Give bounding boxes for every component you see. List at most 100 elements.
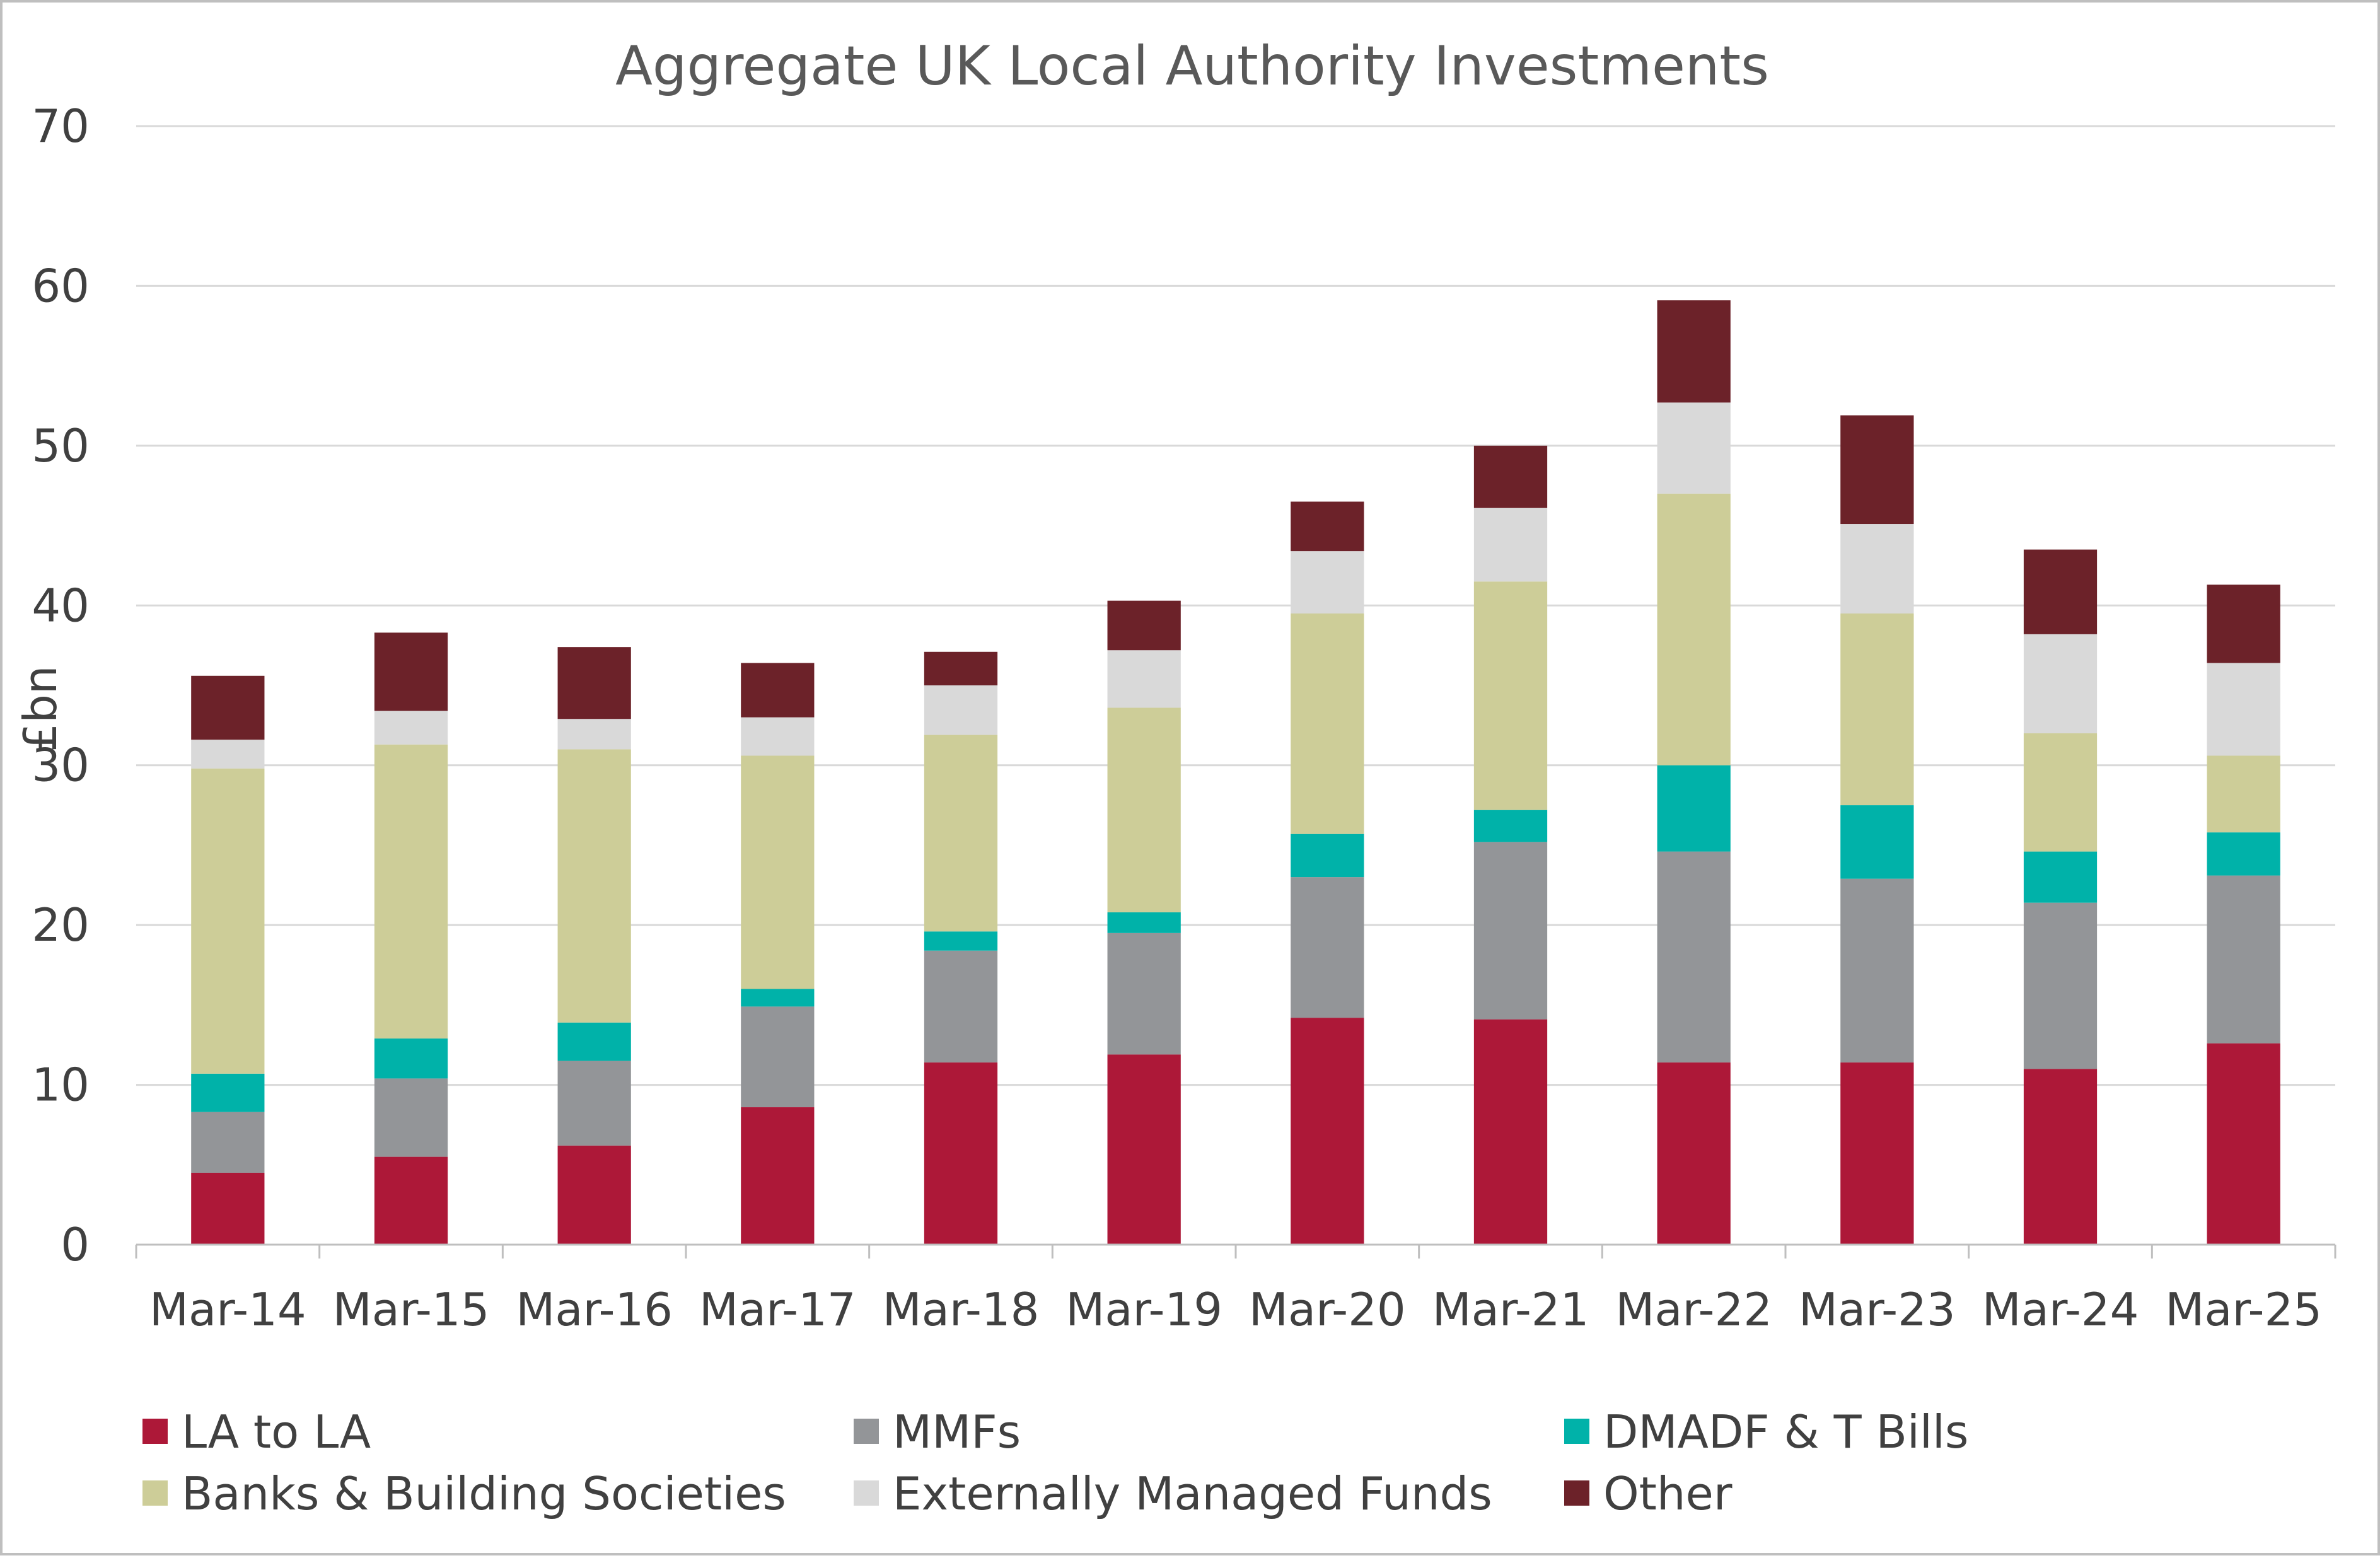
legend-swatch [1564, 1480, 1589, 1506]
bar-segment [1473, 445, 1548, 508]
x-axis [135, 1243, 2336, 1259]
y-tick-label: 20 [32, 898, 90, 951]
bar-segment [2207, 755, 2280, 833]
bar-segment [191, 1073, 265, 1112]
y-tick-label: 60 [32, 259, 90, 312]
legend: LA to LA MMFs DMADF & T Bills Banks & Build… [142, 1405, 1968, 1520]
bar-segment [924, 931, 998, 951]
bar-segment [1657, 851, 1731, 1063]
bar-segment [374, 1156, 448, 1245]
bar-segment [2207, 584, 2280, 663]
bar-segment [1657, 402, 1731, 494]
bar-segment [1473, 810, 1548, 842]
legend-swatch [854, 1419, 879, 1444]
legend-label: Externally Managed Funds [893, 1467, 1492, 1520]
bar-segment [557, 1061, 631, 1146]
y-tick-label: 10 [32, 1059, 90, 1112]
bar-segment [1473, 1019, 1548, 1245]
bar-segment [2207, 1043, 2280, 1245]
bar-segment [2207, 663, 2280, 756]
bar-segment [924, 685, 998, 735]
bars [191, 300, 2280, 1245]
bar-segment [557, 647, 631, 719]
y-tick-label: 40 [32, 579, 90, 632]
x-tick-label: Mar-22 [1615, 1283, 1772, 1336]
bar-segment [557, 1145, 631, 1245]
x-tick-label: Mar-16 [516, 1283, 673, 1336]
y-tick-label: 70 [32, 100, 90, 153]
legend-label: Other [1603, 1467, 1733, 1520]
bar-segment [191, 1112, 265, 1173]
bar-segment [374, 1078, 448, 1157]
bar-segment [1840, 415, 1914, 525]
bar-segment [1107, 1054, 1181, 1245]
bar-segment [1107, 912, 1181, 933]
legend-label: Banks & Building Societies [182, 1467, 786, 1520]
bar-segment [557, 1022, 631, 1061]
x-tick-label: Mar-21 [1432, 1283, 1589, 1336]
x-tick-label: Mar-23 [1799, 1283, 1956, 1336]
bar-segment [557, 749, 631, 1023]
bar-segment [2023, 733, 2098, 852]
legend-swatch [142, 1419, 168, 1444]
legend-swatch [142, 1480, 168, 1506]
x-tick-label: Mar-20 [1249, 1283, 1406, 1336]
bar-segment [374, 711, 448, 745]
x-tick-label: Mar-19 [1065, 1283, 1222, 1336]
bar-segment [924, 735, 998, 932]
bar-segment [1291, 1018, 1364, 1245]
bar-segment [924, 1062, 998, 1245]
legend-swatch [1564, 1419, 1589, 1444]
y-tick-label: 30 [32, 739, 90, 792]
bar-segment [741, 663, 815, 718]
bar-segment [924, 950, 998, 1063]
bar-segment [2023, 902, 2098, 1069]
bar-segment [191, 768, 265, 1074]
bar-segment [374, 744, 448, 1039]
y-axis-ticks: 0 10 20 30 40 50 60 70 [32, 100, 90, 1271]
x-tick-label: Mar-25 [2165, 1283, 2322, 1336]
bar-segment [2023, 1069, 2098, 1245]
bar-segment [1291, 834, 1364, 878]
bar-segment [1291, 501, 1364, 552]
y-tick-label: 0 [61, 1218, 90, 1271]
bar-segment [557, 719, 631, 750]
bar-segment [1657, 300, 1731, 403]
gridlines [136, 125, 2335, 1086]
bar-segment [2207, 832, 2280, 876]
chart-title: Aggregate UK Local Authority Investments [615, 35, 1769, 98]
x-tick-label: Mar-15 [333, 1283, 490, 1336]
bar-segment [2023, 549, 2098, 634]
bar-segment [1291, 877, 1364, 1018]
y-axis-label: £bn [14, 665, 67, 752]
bar-segment [1840, 524, 1914, 613]
bar-segment [741, 1006, 815, 1108]
bar-segment [2023, 851, 2098, 903]
bar-segment [924, 651, 998, 685]
bar-segment [1840, 613, 1914, 806]
bar-segment [2023, 634, 2098, 734]
x-tick-label: Mar-14 [149, 1283, 306, 1336]
bar-segment [741, 717, 815, 756]
x-tick-label: Mar-17 [699, 1283, 856, 1336]
bar-segment [1657, 765, 1731, 852]
bar-segment [1473, 581, 1548, 810]
bar-segment [1840, 878, 1914, 1063]
bar-segment [1291, 613, 1364, 834]
x-axis-ticks: Mar-14 Mar-15 Mar-16 Mar-17 Mar-18 Mar-19 Mar-… [149, 1283, 2322, 1336]
bar-segment [1107, 933, 1181, 1055]
legend-label: DMADF & T Bills [1603, 1405, 1968, 1458]
x-tick-label: Mar-18 [883, 1283, 1040, 1336]
legend-swatch [854, 1480, 879, 1506]
bar-segment [741, 1107, 815, 1245]
bar-segment [1291, 551, 1364, 613]
stacked-bar-chart: Aggregate UK Local Authority Investments… [14, 35, 2336, 1520]
bar-segment [1107, 707, 1181, 912]
bar-segment [191, 740, 265, 769]
bar-segment [1840, 1062, 1914, 1245]
x-tick-label: Mar-24 [1982, 1283, 2139, 1336]
bar-segment [1473, 842, 1548, 1020]
bar-segment [2207, 875, 2280, 1044]
bar-segment [1840, 805, 1914, 879]
